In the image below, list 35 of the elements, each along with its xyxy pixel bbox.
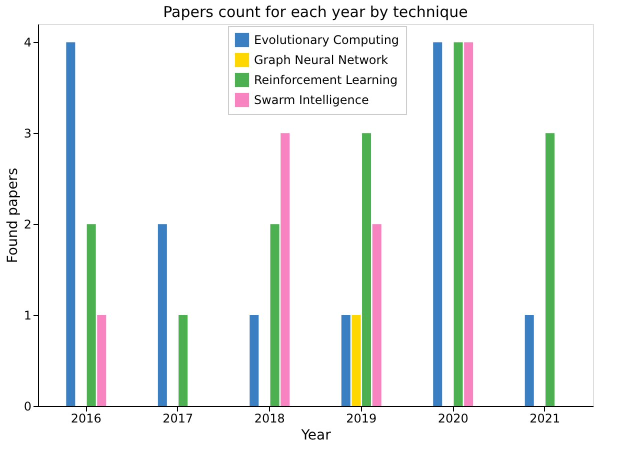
x-tick-label: 2017	[162, 412, 194, 426]
x-axis-title: Year	[300, 428, 332, 444]
x-tick-label: 2016	[70, 412, 102, 426]
y-tick-label: 3	[24, 126, 32, 141]
bar	[270, 224, 280, 406]
bar	[250, 315, 259, 406]
bar	[546, 133, 554, 406]
bar	[86, 224, 96, 406]
bar	[280, 133, 290, 406]
bar	[158, 224, 167, 406]
bar	[97, 315, 106, 406]
bar	[464, 42, 474, 406]
x-tick-label: 2021	[530, 412, 560, 426]
bar	[178, 315, 188, 406]
y-tick-label: 0	[24, 400, 32, 414]
x-tick-label: 2020	[438, 412, 468, 426]
legend-label: Graph Neural Network	[254, 53, 388, 67]
y-tick-label: 1	[24, 308, 32, 323]
legend-label: Reinforcement Learning	[254, 73, 398, 87]
x-tick-label: 2019	[346, 412, 377, 426]
y-axis-title: Found papers	[4, 168, 21, 264]
x-tick-label: 2018	[254, 412, 285, 426]
bar	[341, 315, 350, 406]
bar	[433, 42, 442, 406]
bar	[352, 315, 361, 406]
y-tick-label: 4	[24, 36, 32, 50]
bar	[362, 133, 372, 406]
bar	[524, 315, 534, 406]
bar	[66, 42, 76, 406]
legend-label: Swarm Intelligence	[254, 93, 369, 107]
bar	[454, 42, 463, 406]
legend-label: Evolutionary Computing	[254, 33, 400, 47]
y-tick-label: 2	[24, 218, 32, 232]
chart-title: Papers count for each year by technique	[163, 3, 468, 21]
bar	[372, 224, 382, 406]
